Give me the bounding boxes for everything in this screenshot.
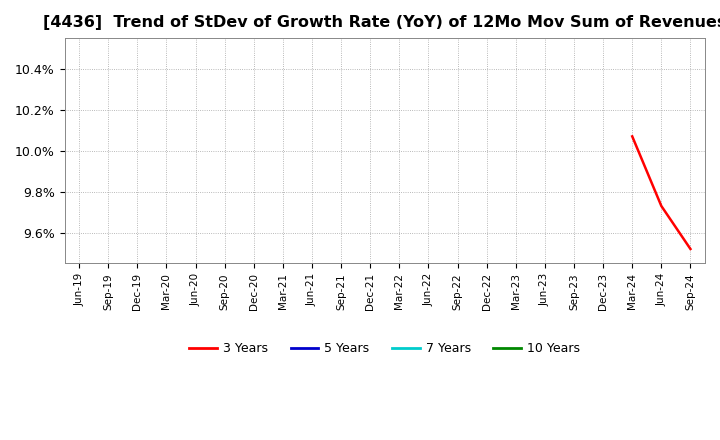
Legend: 3 Years, 5 Years, 7 Years, 10 Years: 3 Years, 5 Years, 7 Years, 10 Years	[184, 337, 585, 360]
Title: [4436]  Trend of StDev of Growth Rate (YoY) of 12Mo Mov Sum of Revenues: [4436] Trend of StDev of Growth Rate (Yo…	[43, 15, 720, 30]
